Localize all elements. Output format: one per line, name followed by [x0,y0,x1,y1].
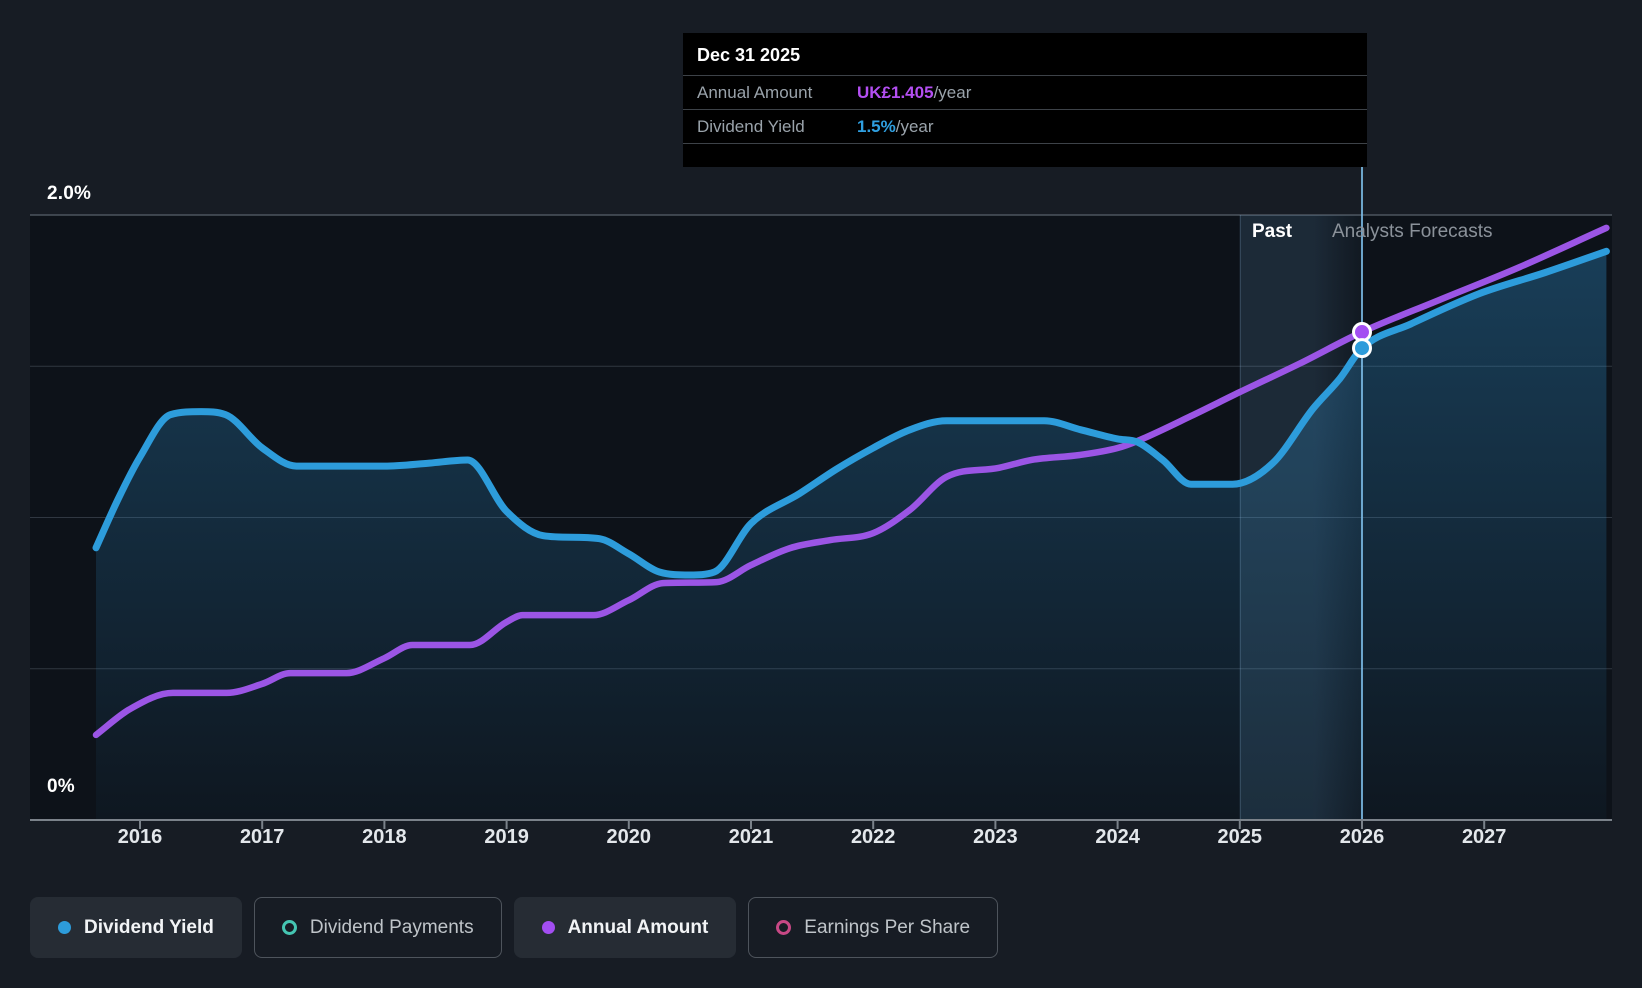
x-axis-label-2018: 2018 [362,826,407,848]
x-axis-label-2021: 2021 [728,826,774,848]
tooltip-row-1: Dividend Yield 1.5%/year [683,109,1367,143]
ring-swatch-icon [776,920,792,935]
forecast-zone-label: Analysts Forecasts [1332,221,1493,242]
x-axis-label-2020: 2020 [606,826,652,848]
y-axis-label-bottom: 0% [47,776,75,797]
dividend-yield-marker[interactable] [1352,338,1372,359]
annual-amount-marker[interactable] [1352,322,1372,343]
x-axis-label-2026: 2026 [1339,826,1385,848]
dot-swatch-icon [541,921,555,934]
y-axis-label-top: 2.0% [47,183,92,204]
highlight-band-past [1239,215,1314,820]
x-axis-label-2024: 2024 [1095,826,1140,848]
x-axis-label-2023: 2023 [973,826,1018,848]
legend-button-dividend-yield[interactable]: Dividend Yield [30,897,242,958]
tooltip-row-suffix: /year [933,82,972,102]
tooltip-row-0: Annual Amount UK£1.405/year [683,75,1367,109]
tooltip-row-value: UK£1.405 [857,82,934,102]
x-axis-label-2027: 2027 [1461,826,1507,848]
legend-button-label: Dividend Yield [84,916,214,938]
legend-button-dividend-payments[interactable]: Dividend Payments [253,897,502,958]
chart-tooltip: Dec 31 2025 Annual Amount UK£1.405/year Di… [683,33,1367,167]
legend-button-annual-amount[interactable]: Annual Amount [513,897,737,958]
highlight-band-forecast [1313,215,1362,820]
x-axis-label-2016: 2016 [117,826,163,848]
x-axis-label-2019: 2019 [484,826,529,848]
tooltip-row-label: Dividend Yield [697,116,805,136]
x-axis-label-2025: 2025 [1217,826,1263,848]
legend-button-label: Annual Amount [567,916,709,938]
dividend-yield-line [92,247,1610,579]
legend: Dividend Yield Dividend Payments Annual Am… [30,897,999,958]
tooltip-row-value: 1.5% [857,116,896,136]
dot-swatch-icon [58,921,71,934]
legend-button-label: Dividend Payments [309,916,474,938]
ring-swatch-icon [281,920,297,935]
tooltip-divider [683,143,1367,144]
x-axis-label-2022: 2022 [850,826,896,848]
annual-amount-line [92,224,1610,739]
tooltip-row-suffix: /year [895,116,934,136]
x-axis-label-2017: 2017 [239,826,285,848]
tooltip-row-label: Annual Amount [697,82,813,102]
legend-button-earnings-per-share[interactable]: Earnings Per Share [748,897,999,958]
legend-button-label: Earnings Per Share [804,916,971,938]
past-zone-label: Past [1252,221,1293,242]
tooltip-date: Dec 31 2025 [697,45,801,65]
